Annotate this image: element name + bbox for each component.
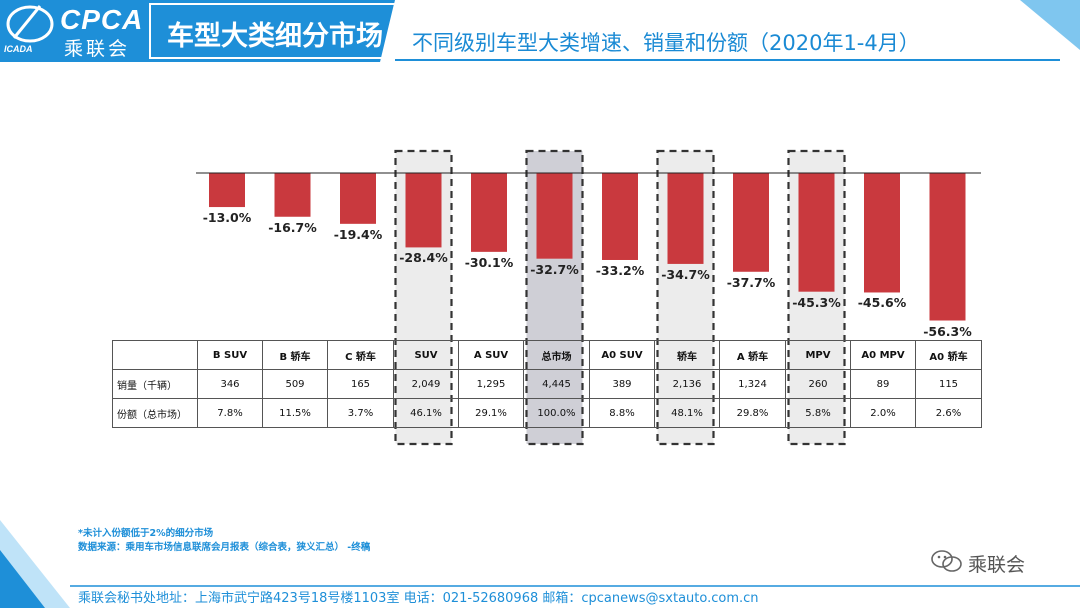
value-label-2: -19.4% [333, 226, 383, 242]
share-cell-8: 29.8% [719, 398, 786, 428]
wechat-icon [931, 550, 962, 572]
category-label-4: A SUV [458, 340, 524, 370]
table-corner-cell [112, 340, 198, 370]
bar-3 [405, 173, 442, 248]
category-label-5: 总市场 [523, 340, 590, 370]
note-share-threshold: *未计入份额低于2%的细分市场 [78, 528, 214, 539]
sales-cell-0: 346 [197, 369, 263, 399]
footer-contact: 乘联会秘书处地址：上海市武宁路423号18号楼1103室 电话：021-5268… [78, 591, 759, 606]
page-title: 车型大类细分市场 [167, 21, 383, 52]
category-label-2: C 轿车 [327, 340, 394, 370]
table-header-row: B SUV B 轿车 C 轿车 SUV A SUV 总市场 A0 SUV 轿车 A 轿车 MPV A… [112, 340, 982, 370]
share-cell-11: 2.6% [915, 398, 982, 428]
sales-cell-5: 4,445 [523, 369, 590, 399]
value-label-6: -33.2% [595, 262, 645, 278]
data-table: B SUV B 轿车 C 轿车 SUV A SUV 总市场 A0 SUV 轿车 A 轿车 MPV A… [112, 340, 982, 428]
logo-cn: 乘联会 [64, 39, 131, 60]
logo-emblem-icon [6, 5, 54, 43]
value-label-0: -13.0% [202, 210, 252, 226]
bar-11 [929, 173, 966, 321]
value-label-3: -28.4% [399, 250, 448, 266]
bar-7 [667, 173, 704, 264]
value-label-8: -37.7% [726, 274, 776, 290]
sales-cell-8: 1,324 [719, 369, 786, 399]
share-cell-5: 100.0% [523, 398, 590, 428]
sales-cell-10: 89 [850, 369, 916, 399]
bar-9 [798, 173, 835, 292]
corner-decoration [0, 520, 70, 608]
category-label-11: A0 轿车 [915, 340, 982, 370]
sales-cell-1: 509 [262, 369, 328, 399]
share-cell-3: 46.1% [393, 398, 459, 428]
chart-title: 不同级别车型大类增速、销量和份额（2020年1-4月） [412, 31, 920, 55]
share-cell-6: 8.8% [589, 398, 655, 428]
bar-8 [733, 173, 769, 272]
share-cell-10: 2.0% [850, 398, 916, 428]
header-bar [0, 0, 1080, 62]
share-cell-0: 7.8% [197, 398, 263, 428]
sales-cell-9: 260 [785, 369, 851, 399]
value-label-10: -45.6% [857, 295, 907, 311]
row-label-share: 份额（总市场） [112, 398, 198, 428]
share-cell-4: 29.1% [458, 398, 524, 428]
value-label-4: -30.1% [464, 254, 514, 270]
table-row-sales: 销量（千辆） 346 509 165 2,049 1,295 4,445 389 2,136 1,… [112, 369, 982, 399]
value-label-7: -34.7% [661, 266, 710, 282]
bar-5 [536, 173, 573, 259]
bar-1 [274, 173, 311, 217]
category-label-7: 轿车 [654, 340, 720, 370]
value-label-5: -32.7% [530, 261, 579, 277]
category-label-9: MPV [785, 340, 851, 370]
value-label-9: -45.3% [792, 294, 841, 310]
value-label-11: -56.3% [923, 323, 972, 339]
bar-4 [471, 173, 507, 252]
share-cell-1: 11.5% [262, 398, 328, 428]
note-data-source: 数据来源：乘用车市场信息联席会月报表（综合表，狭义汇总） -终稿 [78, 542, 371, 553]
bar-10 [864, 173, 900, 293]
sales-cell-7: 2,136 [654, 369, 720, 399]
category-label-6: A0 SUV [589, 340, 655, 370]
category-label-3: SUV [393, 340, 459, 370]
share-cell-7: 48.1% [654, 398, 720, 428]
footer-bar [70, 585, 1080, 587]
share-cell-9: 5.8% [785, 398, 851, 428]
share-cell-2: 3.7% [327, 398, 394, 428]
wechat-account-name: 乘联会 [968, 554, 1026, 576]
sales-cell-4: 1,295 [458, 369, 524, 399]
logo-sub: ICADA [4, 44, 33, 54]
sales-cell-2: 165 [327, 369, 394, 399]
table-row-share: 份额（总市场） 7.8% 11.5% 3.7% 46.1% 29.1% 100.0% 8.8%… [112, 398, 982, 428]
value-label-1: -16.7% [268, 219, 317, 235]
row-label-sales: 销量（千辆） [112, 369, 198, 399]
bar-6 [602, 173, 638, 260]
category-label-0: B SUV [197, 340, 263, 370]
sales-cell-11: 115 [915, 369, 982, 399]
sales-cell-6: 389 [589, 369, 655, 399]
category-label-1: B 轿车 [262, 340, 328, 370]
logo-en: CPCA [60, 4, 144, 35]
sales-cell-3: 2,049 [393, 369, 459, 399]
category-label-8: A 轿车 [719, 340, 786, 370]
bar-2 [340, 173, 376, 224]
category-label-10: A0 MPV [850, 340, 916, 370]
bar-0 [209, 173, 245, 208]
